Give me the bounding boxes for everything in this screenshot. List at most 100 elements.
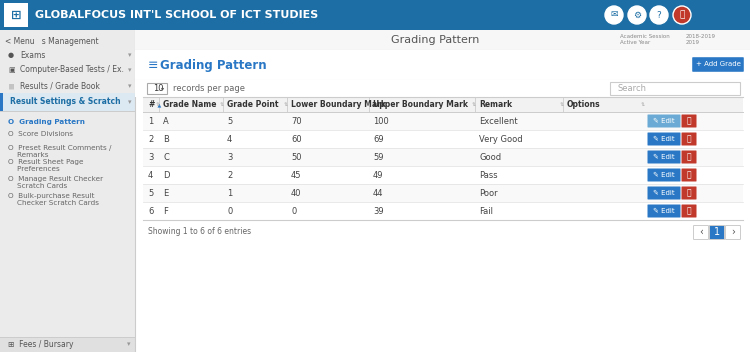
Text: 40: 40 — [291, 189, 302, 197]
Text: 3: 3 — [148, 152, 153, 162]
Text: |||: ||| — [8, 83, 14, 89]
Bar — [143, 112, 743, 130]
Text: 45: 45 — [291, 170, 302, 180]
Text: 60: 60 — [291, 134, 302, 144]
Text: ✎ Edit: ✎ Edit — [653, 208, 675, 214]
Text: A: A — [163, 117, 169, 126]
Text: 4: 4 — [148, 170, 153, 180]
Text: ✎ Edit: ✎ Edit — [653, 190, 675, 196]
Circle shape — [605, 6, 623, 24]
Text: + Add Grade: + Add Grade — [695, 62, 740, 68]
Bar — [143, 184, 743, 202]
Text: Upper Boundary Mark: Upper Boundary Mark — [373, 100, 468, 109]
Text: Exams: Exams — [20, 50, 45, 59]
Text: 2: 2 — [148, 134, 153, 144]
Circle shape — [650, 6, 668, 24]
Text: GLOBALFOCUS INT'L SCHOOL OF ICT STUDIES: GLOBALFOCUS INT'L SCHOOL OF ICT STUDIES — [35, 10, 318, 20]
Text: 69: 69 — [373, 134, 383, 144]
FancyBboxPatch shape — [610, 82, 740, 95]
FancyBboxPatch shape — [682, 205, 697, 218]
Text: 🗑: 🗑 — [687, 134, 692, 144]
Bar — [135, 80, 750, 97]
FancyBboxPatch shape — [647, 169, 680, 182]
Text: O  Score Divisions: O Score Divisions — [8, 131, 73, 137]
Text: records per page: records per page — [173, 84, 245, 93]
Bar — [0, 30, 135, 352]
Text: ✎ Edit: ✎ Edit — [653, 154, 675, 160]
FancyBboxPatch shape — [647, 205, 680, 218]
Text: C: C — [163, 152, 169, 162]
Text: 59: 59 — [373, 152, 383, 162]
Text: 2019: 2019 — [686, 40, 700, 45]
Text: ⇅: ⇅ — [284, 102, 288, 107]
Circle shape — [628, 6, 646, 24]
Text: Good: Good — [479, 152, 501, 162]
Text: 1: 1 — [227, 189, 232, 197]
Text: ⚙: ⚙ — [633, 11, 641, 19]
Text: ▾: ▾ — [128, 83, 131, 89]
Text: ⇅: ⇅ — [641, 102, 645, 107]
Bar — [0, 93, 135, 111]
Text: ✎ Edit: ✎ Edit — [653, 118, 675, 124]
Text: Very Good: Very Good — [479, 134, 523, 144]
FancyBboxPatch shape — [682, 132, 697, 145]
Text: Preferences: Preferences — [8, 166, 60, 172]
Text: 49: 49 — [373, 170, 383, 180]
Text: Grade Point: Grade Point — [227, 100, 278, 109]
FancyBboxPatch shape — [147, 83, 167, 94]
Bar — [0, 93, 3, 111]
Text: 100: 100 — [373, 117, 388, 126]
Text: ⇅: ⇅ — [366, 102, 370, 107]
Bar — [0, 0, 750, 30]
Text: 70: 70 — [291, 117, 302, 126]
Text: Results / Grade Book: Results / Grade Book — [20, 82, 100, 90]
Bar — [135, 30, 750, 50]
Text: O  Manage Result Checker: O Manage Result Checker — [8, 176, 103, 182]
Text: 🗑: 🗑 — [687, 207, 692, 215]
Text: Remark: Remark — [479, 100, 512, 109]
Text: O  Bulk-purchase Result: O Bulk-purchase Result — [8, 193, 94, 199]
Text: 🗑: 🗑 — [687, 152, 692, 162]
Text: ✉: ✉ — [610, 11, 618, 19]
Text: Showing 1 to 6 of 6 entries: Showing 1 to 6 of 6 entries — [148, 227, 251, 237]
Text: ‹: ‹ — [699, 227, 703, 237]
Text: 44: 44 — [373, 189, 383, 197]
Text: ⊞  Fees / Bursary: ⊞ Fees / Bursary — [8, 340, 74, 349]
Text: ⇅: ⇅ — [472, 102, 476, 107]
Text: 3: 3 — [227, 152, 232, 162]
Bar — [143, 130, 743, 148]
FancyBboxPatch shape — [647, 132, 680, 145]
Bar — [0, 337, 135, 352]
Text: Excellent: Excellent — [479, 117, 518, 126]
FancyBboxPatch shape — [682, 151, 697, 163]
Text: #: # — [148, 100, 154, 109]
Text: ▾: ▾ — [161, 86, 164, 91]
Text: ⏻: ⏻ — [680, 11, 685, 19]
Text: ⇅: ⇅ — [560, 102, 564, 107]
FancyBboxPatch shape — [710, 226, 724, 239]
Text: ✎ Edit: ✎ Edit — [653, 136, 675, 142]
Text: Remarks: Remarks — [8, 152, 49, 158]
Text: 🗑: 🗑 — [687, 189, 692, 197]
Text: 10: 10 — [153, 84, 164, 93]
Text: 🗑: 🗑 — [687, 117, 692, 126]
Text: < Menu   s Management: < Menu s Management — [5, 37, 99, 45]
FancyBboxPatch shape — [647, 187, 680, 200]
Text: Scratch Cards: Scratch Cards — [8, 183, 68, 189]
FancyBboxPatch shape — [725, 226, 740, 239]
Text: 🗑: 🗑 — [687, 170, 692, 180]
Text: 1: 1 — [714, 227, 720, 237]
Text: Pass: Pass — [479, 170, 498, 180]
Text: 50: 50 — [291, 152, 302, 162]
FancyBboxPatch shape — [692, 57, 744, 72]
Text: Computer-Based Tests / Ex.: Computer-Based Tests / Ex. — [20, 65, 124, 75]
Text: 4: 4 — [227, 134, 232, 144]
Text: ▾: ▾ — [127, 341, 130, 347]
Text: ⇅: ⇅ — [156, 102, 160, 107]
Text: Grade Name: Grade Name — [163, 100, 217, 109]
Bar — [143, 97, 743, 112]
FancyBboxPatch shape — [694, 226, 709, 239]
Text: ?: ? — [657, 11, 662, 19]
Text: ›: › — [731, 227, 735, 237]
Text: 5: 5 — [148, 189, 153, 197]
